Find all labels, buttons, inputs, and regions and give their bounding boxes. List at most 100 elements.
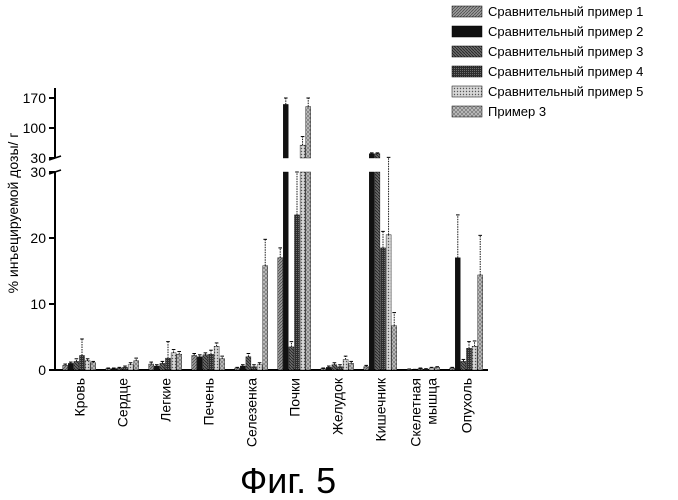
y-tick-label: 170 — [23, 90, 47, 106]
bar — [332, 365, 337, 370]
bar — [364, 367, 369, 370]
bar-upper — [300, 145, 305, 158]
legend-label: Сравнительный пример 3 — [488, 44, 643, 59]
bar — [263, 266, 268, 370]
x-tick-label-line: Желудок — [330, 377, 346, 435]
bar — [252, 367, 257, 370]
y-axis-label: % инъецируемой дозы/ г — [5, 133, 21, 294]
bars — [63, 98, 483, 370]
bar — [289, 347, 294, 370]
x-tick-label-line: Скелетная — [408, 378, 424, 447]
x-tick-label: Кровь — [72, 378, 88, 416]
bar — [197, 357, 202, 370]
bar — [123, 367, 128, 370]
bar — [149, 364, 154, 370]
bar — [343, 359, 348, 370]
x-tick-label: Кишечник — [373, 377, 389, 441]
x-tick-label: Почки — [287, 378, 303, 417]
bar — [326, 367, 331, 370]
x-tick-label-line: Селезенка — [244, 378, 260, 447]
x-tick-label: Селезенка — [244, 378, 260, 447]
bar — [381, 248, 386, 370]
bar — [467, 348, 472, 370]
bar — [91, 363, 96, 370]
bar — [386, 235, 391, 370]
y-tick-label: 100 — [23, 120, 47, 136]
bar — [80, 355, 85, 370]
x-tick-label: Сердце — [115, 378, 131, 427]
bar — [74, 361, 79, 370]
bar — [160, 363, 165, 370]
bar — [478, 275, 483, 370]
legend-label: Сравнительный пример 2 — [488, 24, 643, 39]
bar — [154, 366, 159, 370]
legend-swatch — [452, 26, 482, 37]
legend: Сравнительный пример 1 Сравнительный прим… — [452, 4, 643, 119]
bar — [128, 365, 133, 370]
x-tick-label-line: мышца — [424, 378, 440, 425]
bar — [424, 369, 429, 370]
x-tick-label: Печень — [201, 378, 217, 426]
bar — [106, 369, 111, 370]
x-tick-label-line: Опухоль — [459, 378, 475, 433]
bar — [321, 369, 326, 370]
bar — [85, 361, 90, 370]
x-tick-label-line: Печень — [201, 378, 217, 426]
bar — [349, 363, 354, 370]
bar — [235, 368, 240, 370]
x-tick-label-line: Сердце — [115, 378, 131, 427]
bar — [209, 354, 214, 370]
bar — [429, 368, 434, 370]
bar — [278, 258, 283, 370]
x-tick-label-line: Легкие — [158, 378, 174, 422]
bar — [369, 172, 374, 370]
bar — [240, 366, 245, 370]
bar — [192, 355, 197, 370]
bar — [283, 172, 288, 370]
bar — [472, 346, 477, 370]
legend-swatch — [452, 46, 482, 57]
bar — [392, 326, 397, 370]
x-tick-label: Легкие — [158, 378, 174, 422]
bar — [220, 359, 225, 370]
bar — [338, 367, 343, 370]
bar — [214, 346, 219, 370]
bar — [63, 365, 68, 370]
legend-swatch — [452, 66, 482, 77]
x-tick-label: Опухоль — [459, 378, 475, 433]
bar — [375, 172, 380, 370]
legend-label: Сравнительный пример 1 — [488, 4, 643, 19]
y-tick-label: 20 — [30, 230, 46, 246]
legend-swatch — [452, 86, 482, 97]
bar — [134, 361, 139, 370]
bar — [257, 365, 262, 370]
bar — [450, 368, 455, 370]
bar — [117, 368, 122, 370]
bar — [418, 369, 423, 370]
bar — [300, 172, 305, 370]
bar-upper — [375, 154, 380, 158]
y-tick-label: 30 — [30, 150, 46, 166]
bar-upper — [283, 104, 288, 158]
category-labels: Кровь Сердце Легкие Печень Селезенка Почки Жел… — [72, 377, 475, 447]
bar-upper — [369, 154, 374, 158]
x-tick-label-line: Кишечник — [373, 377, 389, 441]
y-tick-label: 0 — [38, 362, 46, 378]
axes: 0 10 20 3030 100 170 — [23, 88, 488, 378]
legend-label: Сравнительный пример 5 — [488, 84, 643, 99]
y-tick-label: 30 — [30, 164, 46, 180]
bar — [455, 258, 460, 370]
legend-swatch — [452, 106, 482, 117]
x-tick-label: Желудок — [330, 377, 346, 435]
bar — [435, 367, 440, 370]
bar — [246, 357, 251, 370]
y-tick-label: 10 — [30, 296, 46, 312]
bar — [166, 358, 171, 370]
x-tick-label-line: Почки — [287, 378, 303, 417]
bar — [203, 355, 208, 370]
legend-label: Сравнительный пример 4 — [488, 64, 643, 79]
bar — [68, 363, 73, 370]
bar-upper — [306, 107, 311, 158]
bar — [295, 215, 300, 370]
